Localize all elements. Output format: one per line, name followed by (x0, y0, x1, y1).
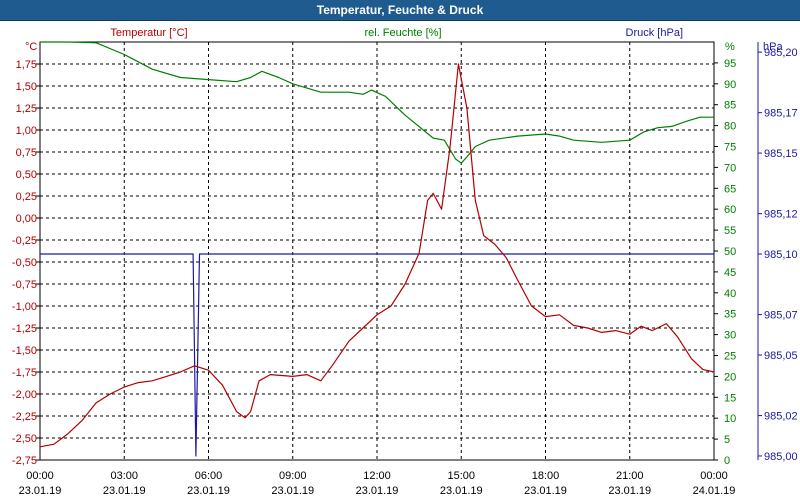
temperature-tick-label: 0,50 (16, 169, 37, 181)
x-tick-time: 03:00 (110, 470, 138, 482)
pressure-tick-label: 985,10 (764, 249, 798, 261)
pressure-tick-label: 985,12 (764, 209, 798, 221)
temperature-tick-label: 0,25 (16, 191, 37, 203)
humidity-tick-label: 40 (724, 288, 736, 300)
chart-title: Temperatur, Feuchte & Druck (316, 3, 484, 17)
pressure-tick-label: 985,07 (764, 310, 798, 322)
x-tick-time: 21:00 (616, 470, 644, 482)
temperature-tick-label: 1,75 (16, 59, 37, 71)
humidity-tick-label: 25 (724, 351, 736, 363)
humidity-tick-label: 45 (724, 267, 736, 279)
grid (40, 42, 714, 460)
pressure-series-line (40, 253, 714, 457)
x-tick-time: 09:00 (279, 470, 307, 482)
humidity-tick-label: 90 (724, 79, 736, 91)
humidity-series-line (40, 41, 714, 164)
humidity-tick-label: 0 (724, 455, 730, 467)
temperature-tick-label: -2,50 (12, 433, 37, 445)
temperature-tick-label: -1,00 (12, 301, 37, 313)
temperature-unit: °C (25, 41, 37, 53)
temperature-tick-label: -1,75 (12, 367, 37, 379)
pressure-axis-label: Druck [hPa] (626, 27, 683, 39)
x-tick-date: 23.01.19 (19, 485, 62, 497)
temperature-tick-label: 1,00 (16, 125, 37, 137)
humidity-tick-label: 15 (724, 392, 736, 404)
x-tick-date: 23.01.19 (103, 485, 146, 497)
pressure-tick-label: 985,20 (764, 47, 798, 59)
x-tick-date: 24.01.19 (693, 485, 736, 497)
humidity-tick-label: 75 (724, 142, 736, 154)
x-tick-time: 00:00 (700, 470, 728, 482)
temperature-tick-label: -2,75 (12, 455, 37, 467)
x-tick-date: 23.01.19 (271, 485, 314, 497)
humidity-axis-label: rel. Feuchte [%] (364, 27, 441, 39)
temperature-series-line (39, 63, 715, 448)
temperature-tick-label: -0,75 (12, 279, 37, 291)
title-bar: Temperatur, Feuchte & Druck (0, 0, 800, 21)
temperature-tick-label: 0,75 (16, 147, 37, 159)
humidity-tick-label: 70 (724, 162, 736, 174)
pressure-unit: hPa (763, 41, 783, 53)
x-tick-time: 06:00 (195, 470, 223, 482)
pressure-tick-label: 985,05 (764, 350, 798, 362)
x-tick-date: 23.01.19 (187, 485, 230, 497)
temperature-tick-label: 1,25 (16, 103, 37, 115)
humidity-tick-label: 95 (724, 58, 736, 70)
temperature-axis-label: Temperatur [°C] (110, 27, 187, 39)
humidity-tick-label: 85 (724, 100, 736, 112)
humidity-tick-label: 30 (724, 330, 736, 342)
temperature-tick-label: -1,50 (12, 345, 37, 357)
x-tick-date: 23.01.19 (608, 485, 651, 497)
humidity-tick-label: 60 (724, 204, 736, 216)
x-tick-date: 23.01.19 (524, 485, 567, 497)
series (39, 41, 715, 457)
humidity-tick-label: 55 (724, 225, 736, 237)
x-tick-date: 23.01.19 (440, 485, 483, 497)
temperature-tick-label: -1,25 (12, 323, 37, 335)
temperature-tick-label: -2,00 (12, 389, 37, 401)
temperature-tick-label: -2,25 (12, 411, 37, 423)
humidity-tick-label: 80 (724, 121, 736, 133)
humidity-tick-label: 20 (724, 371, 736, 383)
axes: 00:00 23.01.19 03:00 23.01.19 06:00 23.01.19 0… (12, 47, 798, 497)
pressure-tick-label: 985,02 (764, 411, 798, 423)
humidity-tick-label: 65 (724, 183, 736, 195)
x-tick-time: 18:00 (532, 470, 560, 482)
x-tick-date: 23.01.19 (356, 485, 399, 497)
pressure-tick-label: 985,17 (764, 108, 798, 120)
humidity-tick-label: 5 (724, 434, 730, 446)
pressure-tick-label: 985,00 (764, 451, 798, 463)
temperature-tick-label: 0,00 (16, 213, 37, 225)
temperature-tick-label: -0,50 (12, 257, 37, 269)
x-tick-time: 00:00 (26, 470, 54, 482)
temperature-tick-label: -0,25 (12, 235, 37, 247)
humidity-tick-label: 10 (724, 413, 736, 425)
humidity-tick-label: 35 (724, 309, 736, 321)
temperature-tick-label: 1,50 (16, 81, 37, 93)
pressure-tick-label: 985,15 (764, 148, 798, 160)
humidity-tick-label: 50 (724, 246, 736, 258)
humidity-unit: % (725, 41, 735, 53)
x-tick-time: 15:00 (447, 470, 475, 482)
x-tick-time: 12:00 (363, 470, 391, 482)
